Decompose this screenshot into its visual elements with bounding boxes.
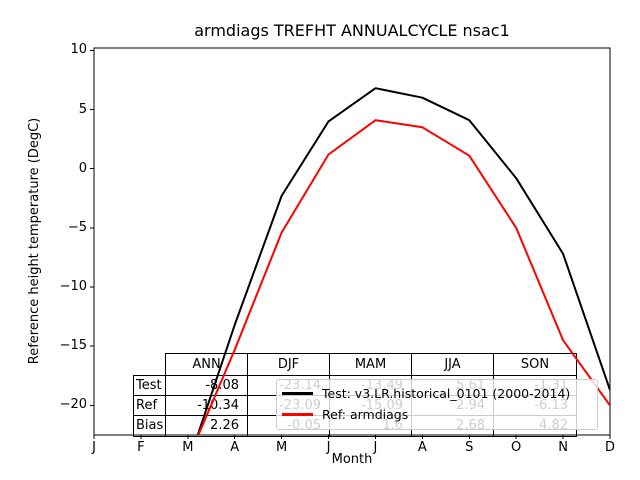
test-legend-line-sample — [282, 392, 313, 395]
x-axis-label: Month — [331, 452, 373, 467]
y-tick-label: −20 — [59, 397, 87, 413]
y-tick-label: −10 — [59, 279, 87, 295]
x-tick-label: J — [326, 440, 331, 455]
x-tick-label: J — [373, 440, 378, 455]
x-tick-label: M — [182, 440, 194, 455]
y-tick-label: 5 — [78, 101, 87, 117]
legend: Test: v3.LR.historical_0101 (2000-2014) R… — [276, 379, 598, 430]
table-header-cell: ANN — [165, 353, 248, 376]
table-row-label: Bias — [133, 415, 166, 437]
table-row-label: Test — [133, 375, 166, 396]
x-tick-label: A — [417, 440, 427, 455]
x-tick-label: D — [604, 440, 615, 455]
table-header-cell: JJA — [411, 353, 494, 376]
x-tick-label: A — [230, 440, 240, 455]
legend-entry-label: Ref: armdiags — [322, 407, 409, 422]
x-tick-label: O — [511, 440, 522, 455]
table-header-cell: DJF — [247, 353, 330, 376]
ref-legend-line-sample — [282, 413, 313, 416]
y-tick-label: 10 — [70, 42, 87, 58]
table-cell: -8.08 — [165, 375, 248, 396]
table-cell: 2.26 — [165, 415, 248, 437]
chart-title: armdiags TREFHT ANNUALCYCLE nsac1 — [194, 21, 510, 40]
legend-entry: Ref: armdiags — [282, 404, 597, 425]
legend-entry-label: Test: v3.LR.historical_0101 (2000-2014) — [322, 386, 571, 401]
x-tick-label: N — [558, 440, 568, 455]
table-cell: -10.34 — [165, 395, 248, 416]
table-header-cell: SON — [493, 353, 577, 376]
y-tick-label: 0 — [78, 160, 87, 176]
x-tick-label: S — [465, 440, 474, 455]
x-tick-label: J — [92, 440, 96, 455]
y-tick-label: −5 — [67, 219, 87, 235]
table-header-cell: MAM — [329, 353, 412, 376]
legend-entry: Test: v3.LR.historical_0101 (2000-2014) — [282, 383, 597, 404]
x-tick-label: F — [137, 440, 145, 455]
x-tick-label: M — [276, 440, 288, 455]
y-tick-label: −15 — [59, 338, 87, 354]
table-row-label: Ref — [133, 395, 166, 416]
